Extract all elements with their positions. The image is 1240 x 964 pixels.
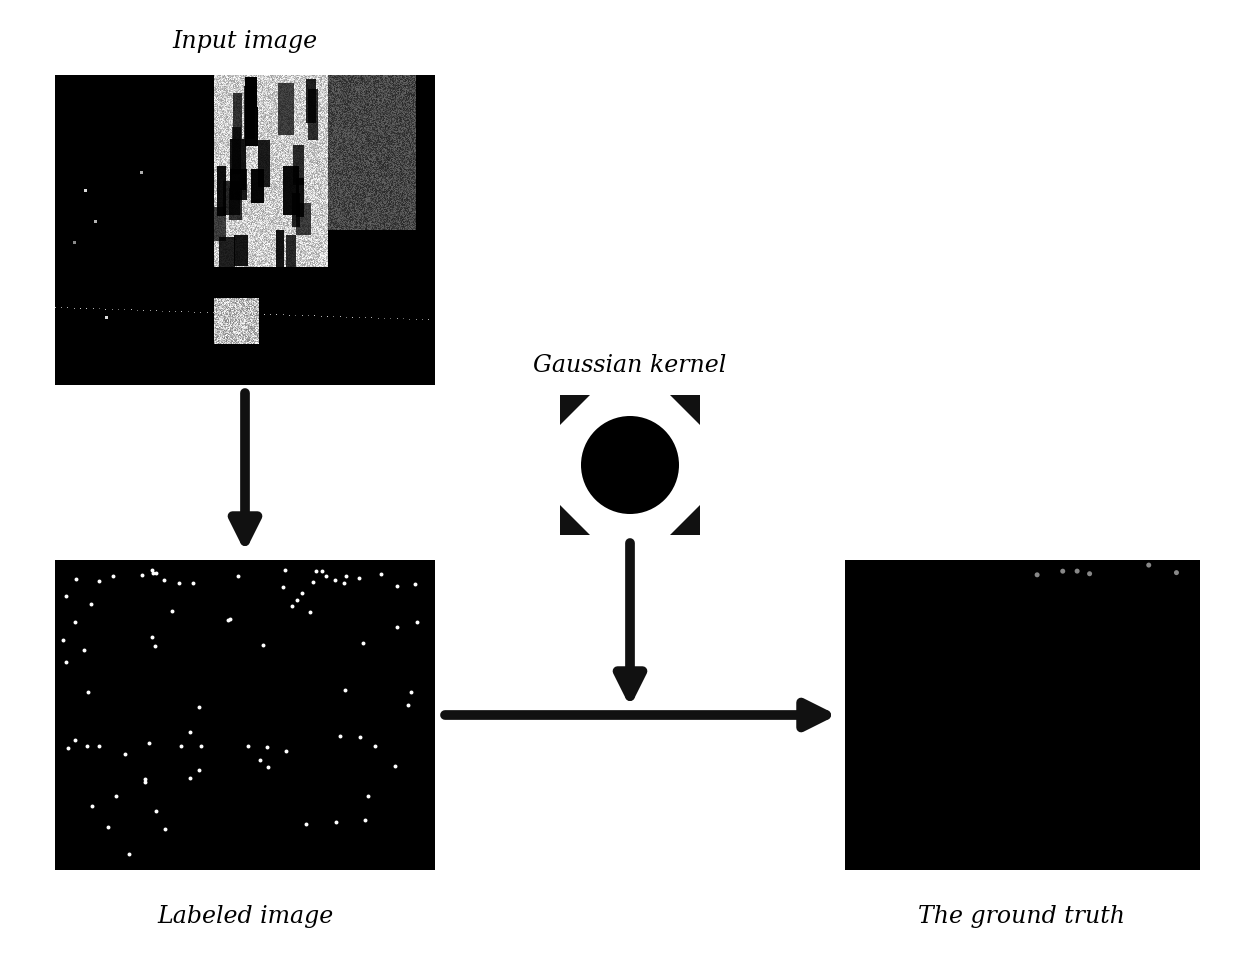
Point (358, 789, 378, 804)
Point (273, 579, 293, 595)
Point (64, 614, 84, 629)
Point (296, 817, 316, 832)
Point (293, 586, 312, 602)
Point (57, 588, 77, 603)
Point (155, 821, 175, 837)
Point (143, 565, 162, 580)
Point (219, 611, 239, 627)
Point (303, 575, 322, 590)
Bar (844, 560, 1200, 870)
Point (184, 575, 203, 590)
Point (135, 771, 155, 787)
Point (143, 629, 162, 644)
Point (190, 763, 210, 778)
Point (81, 597, 100, 612)
Point (316, 568, 336, 583)
Point (286, 593, 306, 608)
Point (89, 738, 109, 754)
Point (300, 604, 320, 620)
Point (398, 698, 418, 713)
Point (218, 613, 238, 629)
Point (401, 684, 420, 700)
Circle shape (1087, 572, 1092, 576)
Point (115, 746, 135, 762)
Point (89, 573, 109, 588)
Point (154, 572, 174, 587)
Point (238, 738, 258, 754)
Point (335, 576, 355, 591)
Text: Input image: Input image (172, 30, 317, 53)
Circle shape (1146, 563, 1151, 568)
Point (53, 632, 73, 648)
Point (275, 743, 295, 759)
Point (387, 619, 407, 634)
Point (253, 637, 273, 653)
Point (133, 567, 153, 582)
Point (386, 759, 405, 774)
Point (355, 813, 374, 828)
Point (74, 642, 94, 657)
Point (275, 562, 295, 577)
Circle shape (582, 416, 680, 514)
Circle shape (1174, 570, 1179, 576)
Point (365, 738, 384, 754)
Point (387, 578, 407, 594)
Point (188, 699, 208, 714)
Point (330, 728, 350, 743)
Polygon shape (560, 505, 590, 535)
Point (140, 735, 160, 750)
Point (103, 569, 123, 584)
Point (191, 738, 211, 754)
Point (171, 738, 191, 754)
Text: Labeled image: Labeled image (157, 905, 334, 928)
Point (258, 760, 278, 775)
Point (407, 615, 427, 630)
Text: Gaussian kernel: Gaussian kernel (533, 354, 727, 377)
Point (135, 774, 155, 790)
Polygon shape (670, 505, 701, 535)
Bar (560, 395, 701, 535)
Point (283, 599, 303, 614)
Point (145, 639, 165, 655)
Point (404, 576, 424, 591)
Point (82, 798, 102, 814)
Polygon shape (560, 395, 590, 425)
Point (143, 562, 162, 577)
Point (306, 563, 326, 578)
Point (78, 684, 98, 700)
Point (312, 564, 332, 579)
Point (250, 752, 270, 767)
Bar (55, 560, 435, 870)
Point (371, 567, 391, 582)
Circle shape (1034, 573, 1039, 577)
Point (161, 603, 181, 619)
Circle shape (1075, 569, 1080, 574)
Polygon shape (670, 395, 701, 425)
Point (326, 815, 346, 830)
Point (180, 770, 200, 786)
Circle shape (1060, 569, 1065, 574)
Point (56, 655, 76, 670)
Point (119, 846, 139, 862)
Point (66, 572, 86, 587)
Point (98, 819, 118, 835)
Point (348, 571, 368, 586)
Point (325, 573, 345, 588)
Text: The ground truth: The ground truth (919, 905, 1126, 928)
Point (146, 565, 166, 580)
Point (353, 635, 373, 651)
Point (180, 724, 200, 739)
Point (77, 738, 97, 754)
Point (145, 803, 165, 818)
Point (228, 568, 248, 583)
Point (257, 739, 277, 755)
Point (66, 732, 86, 747)
Point (351, 730, 371, 745)
Point (336, 569, 356, 584)
Point (335, 683, 355, 698)
Point (105, 789, 125, 804)
Point (170, 576, 190, 591)
Point (58, 740, 78, 756)
